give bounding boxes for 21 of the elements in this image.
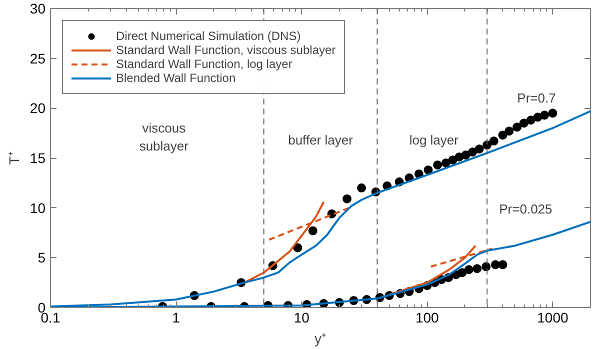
- x-tick-label: 100: [415, 310, 440, 326]
- y-tick-label: 30: [30, 0, 46, 16]
- y-tick-label: 10: [30, 200, 46, 216]
- legend-label: Blended Wall Function: [116, 71, 236, 85]
- annotation: log layer: [409, 132, 460, 148]
- x-tick-label: 1: [172, 310, 180, 326]
- annotation: buffer layer: [288, 132, 354, 148]
- y-tick-label: 15: [30, 150, 46, 166]
- x-axis-title: y⁺: [314, 330, 326, 346]
- y-tick-label: 25: [30, 50, 46, 66]
- annotation: Pr=0.025: [499, 201, 552, 216]
- legend-label: Direct Numerical Simulation (DNS): [116, 29, 301, 43]
- legend-label: Standard Wall Function, log layer: [116, 57, 292, 71]
- y-tick-label: 5: [38, 250, 46, 266]
- legend-label: Standard Wall Function, viscous sublayer: [116, 43, 336, 57]
- annotation: Pr=0.7: [517, 90, 556, 106]
- x-tick-label: 10: [294, 310, 310, 326]
- annotation: viscous sublayer: [139, 120, 190, 154]
- y-tick-label: 20: [30, 100, 46, 116]
- x-tick-label: 1000: [537, 310, 568, 326]
- y-axis-title: T⁺: [6, 151, 22, 165]
